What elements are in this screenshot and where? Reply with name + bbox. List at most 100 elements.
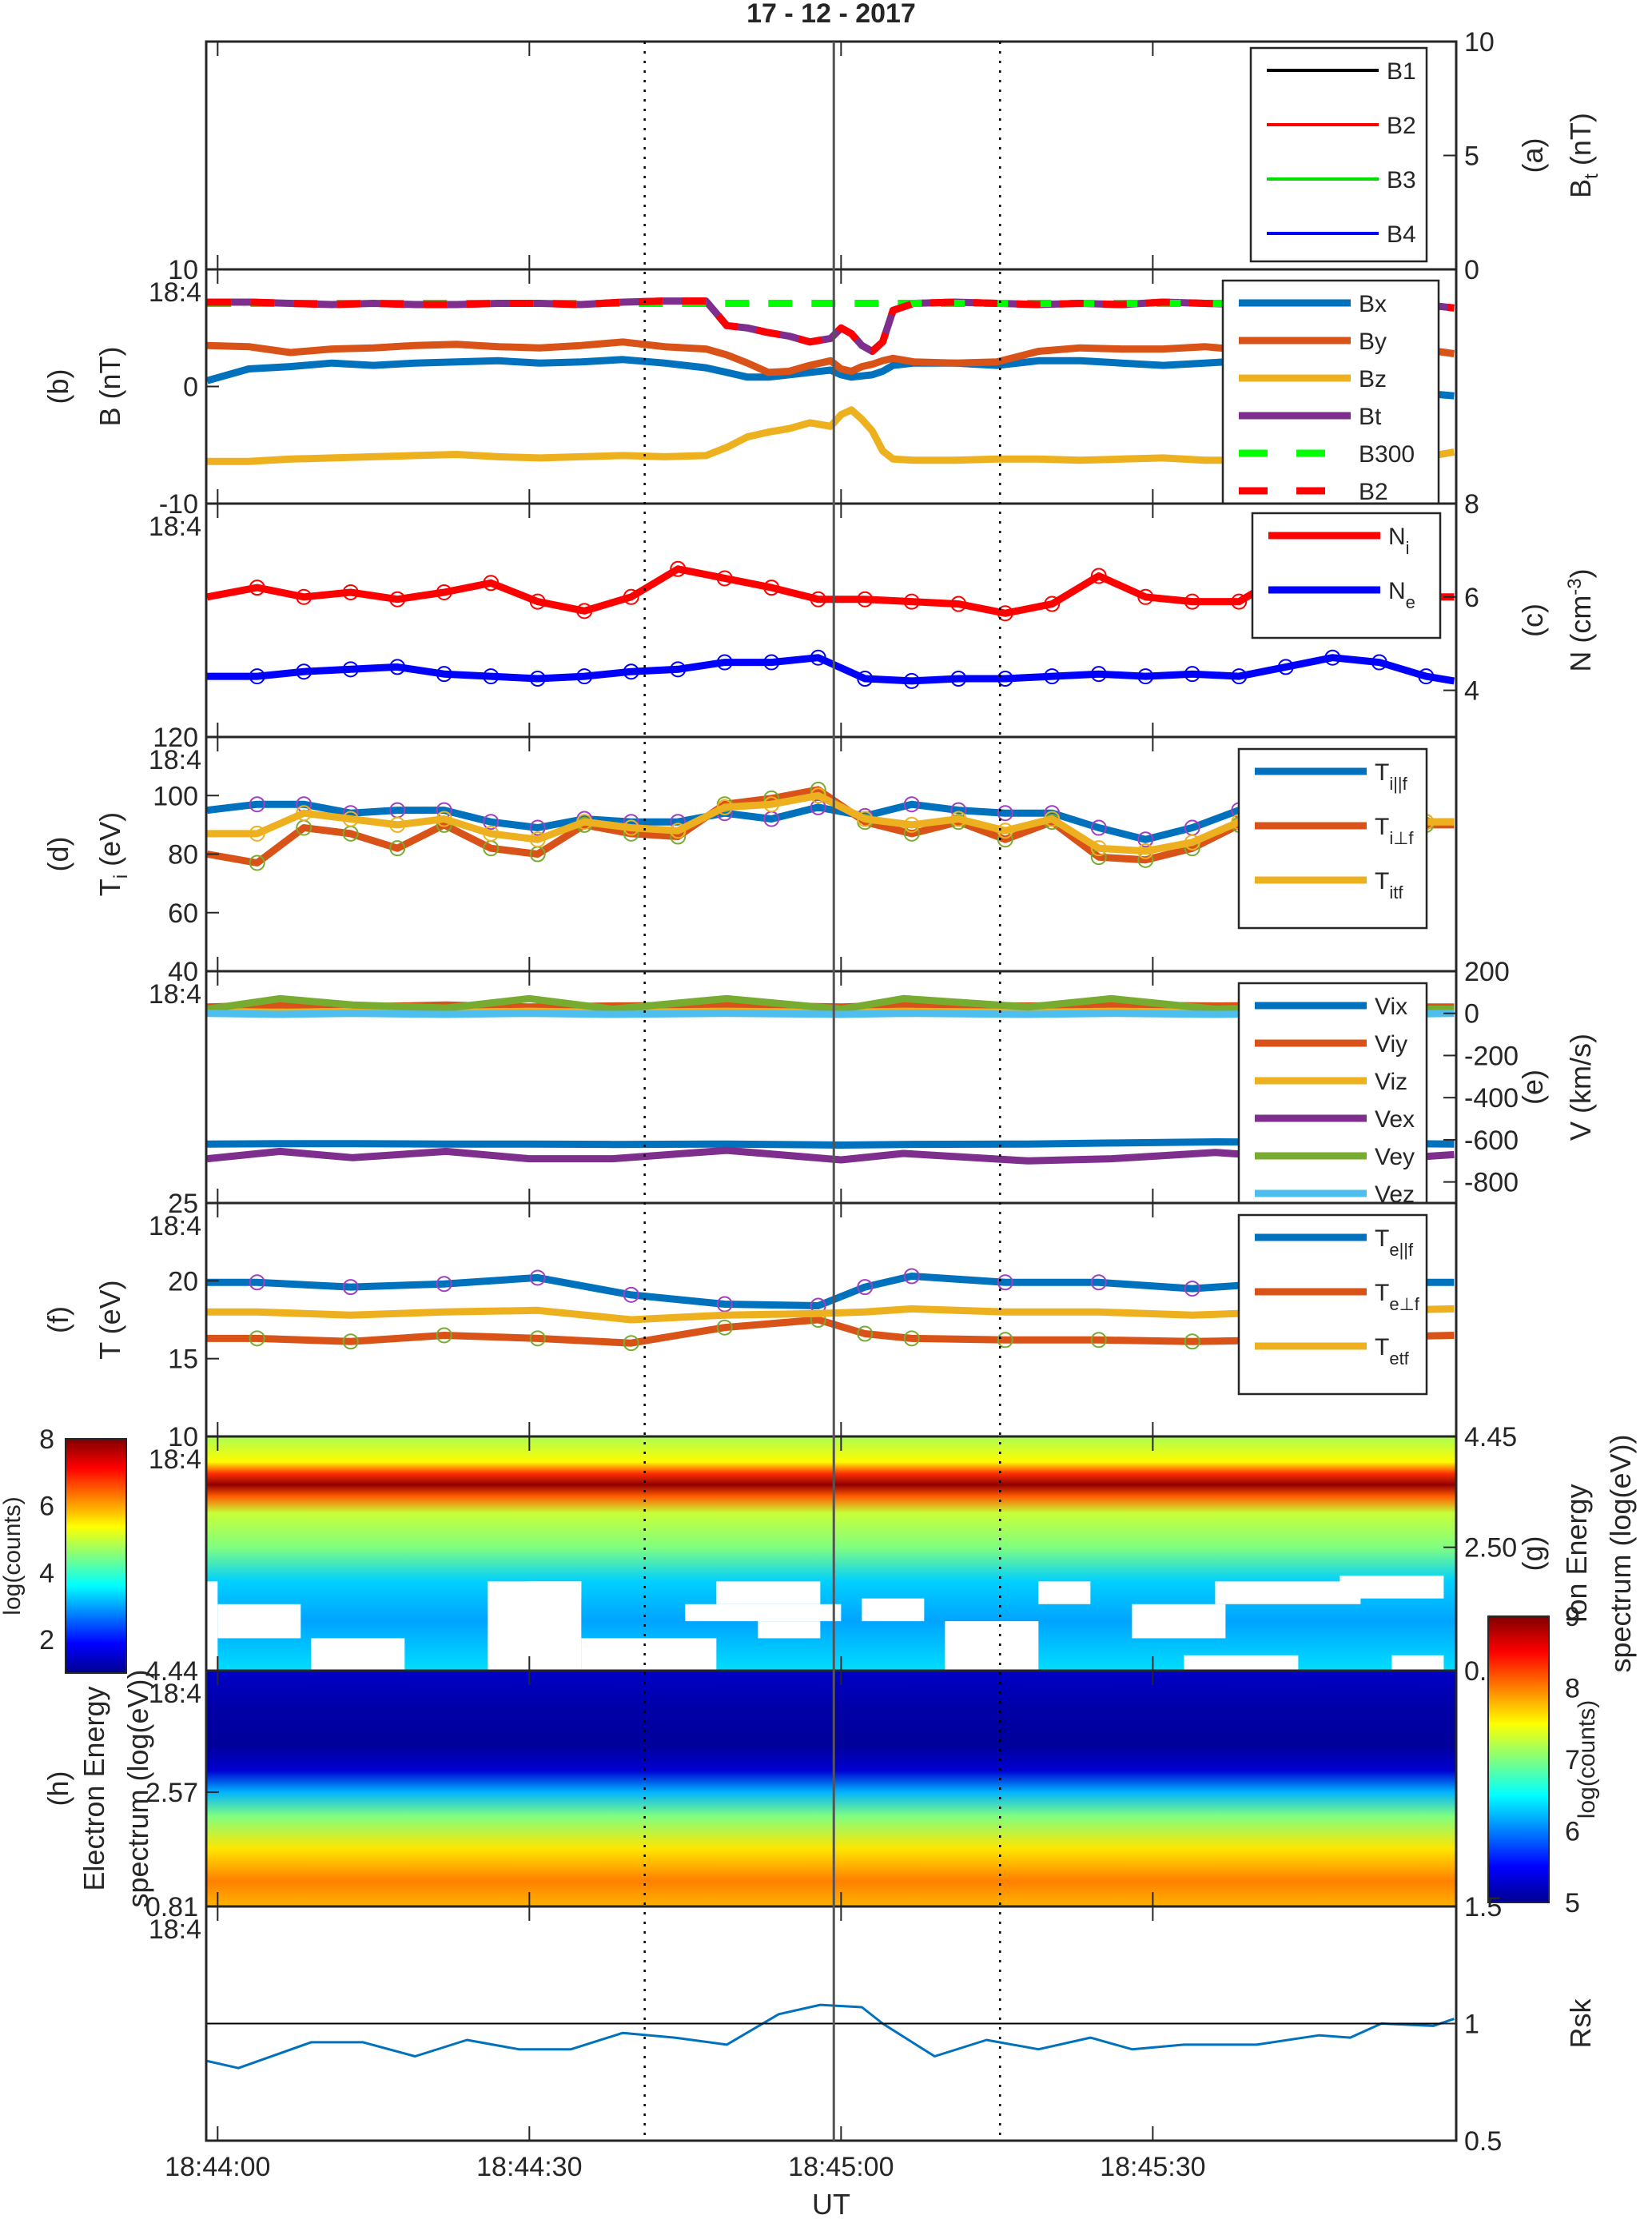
data-point-Tif: [1137, 831, 1154, 848]
colorbar-tick-label: 4: [39, 1558, 54, 1588]
stray-time-label: 18:4: [149, 1444, 201, 1475]
legend-label: Vex: [1375, 1106, 1415, 1133]
axis-label: B (nT): [94, 346, 126, 426]
no-data-block: [945, 1621, 1039, 1671]
data-point-Tef: [529, 1330, 546, 1347]
colorbar-h: 5 6 7 8 9 log(counts): [1487, 1602, 1600, 1918]
data-point-Titf: [763, 796, 780, 813]
data-point-Tef: [436, 1327, 452, 1344]
data-point-Tef: [997, 1274, 1013, 1291]
y-tick-label: -800: [1464, 1168, 1519, 1198]
data-point-Tef: [249, 1274, 265, 1291]
spectrogram-h: [206, 1671, 1456, 1906]
data-point-Tif: [389, 840, 406, 857]
data-point-Ne: [1184, 666, 1200, 683]
legend-label: B3: [1387, 167, 1416, 193]
colorbar-scale: [1487, 1615, 1550, 1903]
axis-label: Rsk: [1564, 1998, 1597, 2049]
data-point-Ni: [810, 591, 826, 608]
data-point-Tef: [436, 1276, 452, 1293]
series-line-Ne: [207, 654, 1455, 685]
y-tick-label: 100: [153, 781, 198, 811]
data-point-Tef: [1184, 1281, 1200, 1297]
no-data-block: [1184, 1655, 1299, 1671]
legend-label: Te||f: [1375, 1225, 1414, 1260]
data-point-Ne: [903, 672, 920, 689]
data-point-Ne: [1418, 668, 1435, 685]
x-axis: 18:44:00 18:44:30 18:45:00 18:45:30: [165, 2152, 1205, 2182]
colorbar-tick-label: 5: [1565, 1888, 1580, 1918]
legend-label: Bz: [1359, 366, 1387, 392]
legend-label: Bx: [1359, 291, 1387, 317]
data-point-Ni: [763, 580, 780, 596]
colorbar-tick-label: 6: [39, 1492, 54, 1522]
no-data-block: [1391, 1655, 1444, 1671]
axis-label: spectrum (log(eV)): [121, 1669, 154, 1907]
legend-d: Ti||f Ti⊥f Titf: [1237, 747, 1428, 930]
data-point-Ne: [389, 659, 406, 675]
data-point-Tif: [810, 799, 826, 815]
no-data-block: [311, 1638, 405, 1671]
data-point-Tif: [529, 819, 546, 836]
series-line-By: [207, 338, 1455, 376]
data-point-Tef: [342, 1279, 359, 1296]
y-tick-label: 1.5: [1464, 1892, 1502, 1922]
y-tick-label: -10: [159, 489, 198, 520]
colorbar-tick-label: 2: [39, 1625, 54, 1655]
data-point-Titf: [389, 816, 406, 833]
spectrogram-g: [206, 1436, 1456, 1671]
legend-box: [1237, 747, 1428, 930]
panel-label: (d): [42, 837, 74, 872]
legend-label: Te⊥f: [1375, 1280, 1420, 1314]
colorbar-label: log(counts): [0, 1496, 26, 1615]
colorbar-tick-label: 7: [1565, 1745, 1580, 1775]
no-data-block: [716, 1581, 821, 1604]
legend-label: Titf: [1375, 868, 1403, 902]
data-point-Ni: [483, 575, 500, 592]
data-point-Tef: [1090, 1274, 1107, 1291]
colorbar-label: log(counts): [1574, 1700, 1600, 1819]
data-point-Tef: [342, 1333, 359, 1350]
no-data-block: [862, 1598, 925, 1622]
y-tick-label: 0: [1464, 255, 1479, 285]
data-point-Ne: [529, 671, 546, 687]
figure-title: 17 - 12 - 2017: [746, 0, 916, 29]
data-point-Ne: [857, 671, 874, 687]
panel-c: 4 6 8 18:4 (c) N (cm-3) Ni Ne: [149, 489, 1597, 739]
data-point-Ni: [670, 560, 687, 577]
data-point-Ne: [1277, 659, 1294, 675]
data-point-Ne: [576, 668, 593, 685]
panel-a: 0 5 10 (a) Bt (nT) B1 B2 B3 B4: [205, 27, 1602, 285]
data-point-Titf: [997, 823, 1013, 839]
data-point-Titf: [950, 811, 967, 827]
no-data-block: [1038, 1581, 1091, 1604]
legend-c: Ni Ne: [1251, 512, 1442, 639]
data-point-Ni: [950, 596, 967, 612]
axis-label: Ti (eV): [94, 812, 132, 896]
axis-label: N (cm-3): [1564, 568, 1597, 671]
legend-label: Ne: [1388, 578, 1415, 612]
colorbar-tick-label: 6: [1565, 1817, 1580, 1847]
series-line-Bx: [206, 356, 1455, 400]
y-tick-label: 0.5: [1464, 2126, 1502, 2157]
legend-label: Viy: [1375, 1031, 1407, 1058]
legend-label: B2: [1387, 113, 1416, 139]
legend-label: B300: [1359, 441, 1415, 468]
colorbar-g: 2 4 6 8 log(counts): [0, 1424, 127, 1674]
data-point-Titf: [1044, 811, 1061, 827]
y-tick-label: 0: [1464, 999, 1479, 1030]
y-tick-label: 0: [183, 372, 198, 403]
legend-label: Ti⊥f: [1375, 814, 1414, 848]
data-point-Titf: [576, 814, 593, 831]
axis-label: Bt (nT): [1564, 113, 1602, 198]
data-point-Ne: [1090, 666, 1107, 683]
data-point-Tif: [1090, 819, 1107, 836]
data-point-Ni: [1231, 593, 1248, 610]
panel-e: -800 -600 -400 -200 0 200 18:4 (e) V (km/s) Vix Vi…: [149, 957, 1597, 1208]
data-point-Tef: [857, 1279, 874, 1296]
